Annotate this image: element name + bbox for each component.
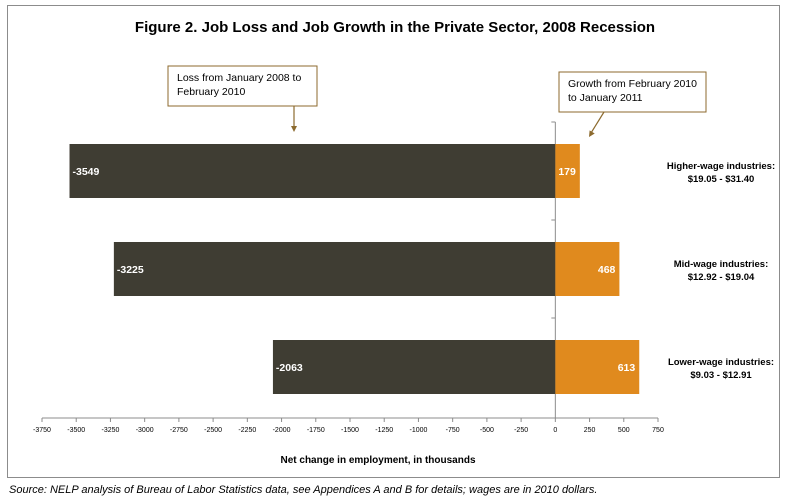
x-tick-label: -3750 — [33, 427, 51, 434]
callout-text: Loss from January 2008 to — [177, 72, 301, 84]
loss-value-label: -2063 — [276, 362, 303, 374]
loss-bar — [69, 144, 556, 198]
callout-box — [558, 71, 707, 113]
x-tick-label: -500 — [480, 427, 494, 434]
category-label: Higher-wage industries: — [667, 161, 775, 172]
loss-value-label: -3225 — [117, 264, 144, 276]
loss-value-label: -3549 — [73, 166, 100, 178]
x-tick-label: -3500 — [67, 427, 85, 434]
x-tick-label: -3000 — [136, 427, 154, 434]
category-label: Lower-wage industries: — [668, 357, 774, 368]
source-note: Source: NELP analysis of Bureau of Labor… — [9, 484, 598, 496]
growth-bar — [555, 242, 620, 296]
loss-bar — [113, 242, 556, 296]
x-tick-label: 0 — [553, 427, 557, 434]
x-tick-label: -750 — [446, 427, 460, 434]
x-tick-label: -2500 — [204, 427, 222, 434]
loss-bar — [272, 340, 556, 394]
x-tick-label: 250 — [584, 427, 596, 434]
growth-bar — [555, 340, 640, 394]
callout-text: Growth from February 2010 — [568, 78, 697, 90]
x-tick-label: -1250 — [375, 427, 393, 434]
callout-pointer-line — [590, 111, 605, 134]
job-change-chart: Figure 2. Job Loss and Job Growth in the… — [33, 19, 775, 466]
x-tick-label: -3250 — [101, 427, 119, 434]
x-tick-label: -1000 — [409, 427, 427, 434]
growth-value-label: 468 — [598, 264, 616, 276]
category-range-label: $9.03 - $12.91 — [690, 370, 752, 381]
x-tick-label: -2000 — [273, 427, 291, 434]
chart-title: Figure 2. Job Loss and Job Growth in the… — [135, 19, 655, 36]
x-tick-label: -2750 — [170, 427, 188, 434]
callout-arrowhead — [589, 130, 595, 137]
callout-box — [167, 65, 318, 107]
x-tick-label: -1750 — [307, 427, 325, 434]
growth-value-label: 179 — [558, 166, 576, 178]
x-axis-title: Net change in employment, in thousands — [280, 455, 475, 466]
callout-arrowhead — [291, 126, 297, 132]
callout-text: to January 2011 — [568, 92, 643, 104]
x-tick-label: -1500 — [341, 427, 359, 434]
x-tick-label: 750 — [652, 427, 664, 434]
category-label: Mid-wage industries: — [674, 259, 768, 270]
category-range-label: $12.92 - $19.04 — [688, 272, 755, 283]
growth-bar — [555, 144, 580, 198]
growth-value-label: 613 — [618, 362, 636, 374]
category-range-label: $19.05 - $31.40 — [688, 174, 755, 185]
x-tick-label: -2250 — [238, 427, 256, 434]
plot-area: -3750 -3500 -3250 -3000 -2750 -2500 -2250 -2000… — [33, 65, 775, 434]
callout-text: February 2010 — [177, 86, 245, 98]
x-tick-label: 500 — [618, 427, 630, 434]
x-tick-label: -250 — [514, 427, 528, 434]
